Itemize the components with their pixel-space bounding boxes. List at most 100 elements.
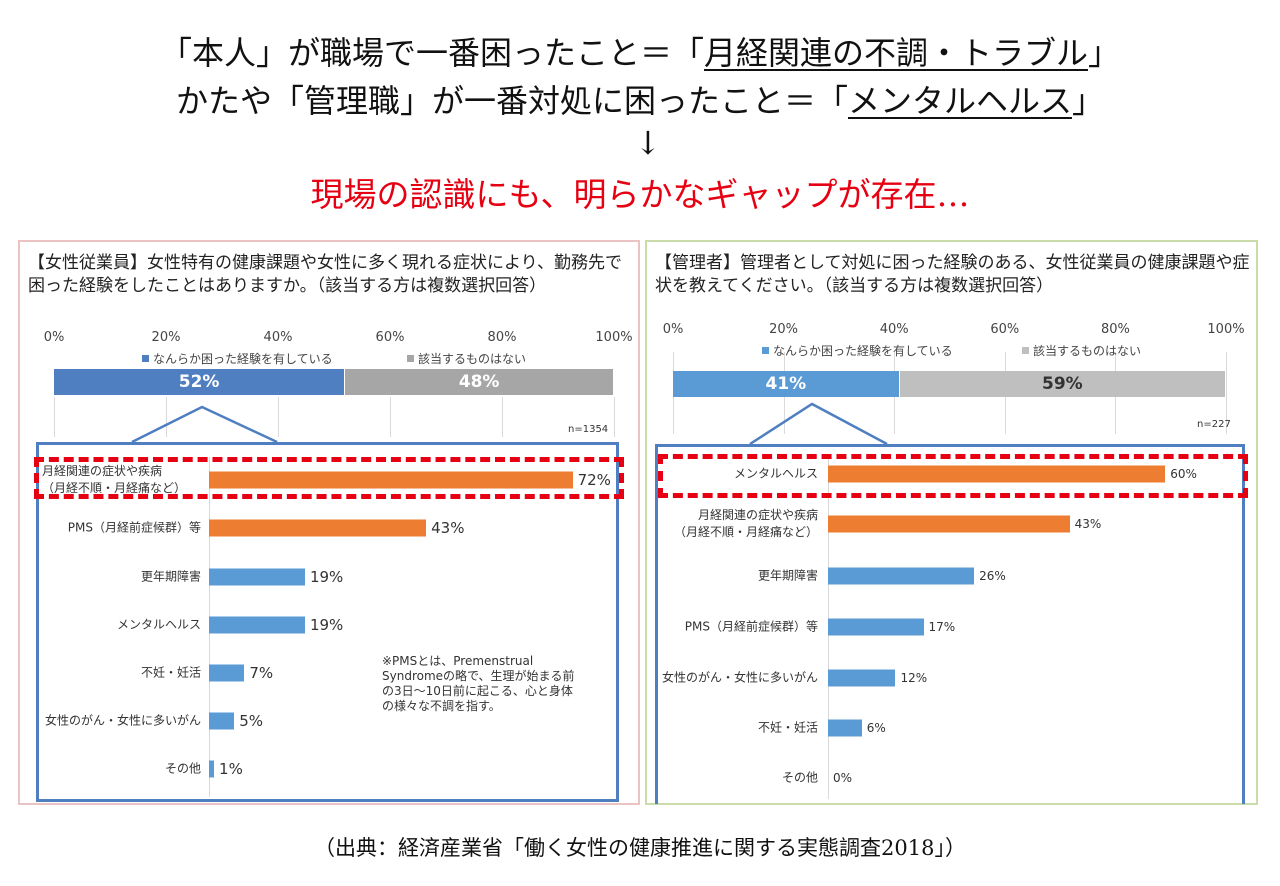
category-label: メンタルヘルス bbox=[116, 617, 201, 632]
category-label: 女性のがん・女性に多いがん bbox=[661, 670, 818, 685]
category-label: 不妊・妊活 bbox=[140, 665, 201, 680]
legend-label: 該当するものはない bbox=[418, 352, 527, 366]
bar-value-label: 5% bbox=[239, 712, 264, 730]
callout-lines bbox=[749, 402, 888, 446]
legend-item: なんらか困った経験を有している bbox=[142, 350, 333, 367]
bar-value-label: 19% bbox=[309, 616, 344, 634]
legend-label: なんらか困った経験を有している bbox=[153, 352, 333, 366]
bar-value-label: 72% bbox=[577, 471, 611, 489]
callout-line bbox=[131, 405, 278, 444]
headline-line1-underlined: 月経関連の不調・トラブル bbox=[703, 34, 1088, 72]
legend-swatch bbox=[762, 347, 769, 354]
x-tick-label: 0% bbox=[662, 322, 684, 337]
x-tick-label: 100% bbox=[1207, 322, 1245, 337]
bar-value-label: 6% bbox=[866, 721, 886, 735]
bar bbox=[209, 664, 245, 682]
bar-value-label: 12% bbox=[900, 671, 928, 685]
headline-line1-close: 」 bbox=[1088, 34, 1121, 72]
headline-line2-text: かたや「管理職」が一番対処に困ったこと＝「 bbox=[175, 82, 848, 120]
arrow-down-icon: ↓ bbox=[634, 124, 662, 162]
callout-lines bbox=[131, 405, 278, 444]
category-label: メンタルヘルス bbox=[733, 466, 818, 481]
headline-line1: 「本人」が職場で一番困ったこと＝「月経関連の不調・トラブル」 bbox=[0, 28, 1280, 74]
bar-value-label: 17% bbox=[928, 620, 956, 634]
highlight-dashed-box bbox=[658, 454, 1248, 498]
legend-item: なんらか困った経験を有している bbox=[762, 342, 953, 359]
category-label: 女性のがん・女性に多いがん bbox=[44, 713, 201, 728]
bar bbox=[828, 515, 1070, 533]
headline-line2-underlined: メンタルヘルス bbox=[847, 82, 1072, 120]
source-citation: （出典：経済産業省「働く女性の健康推進に関する実態調査2018」） bbox=[314, 836, 966, 860]
category-label: その他 bbox=[781, 770, 818, 785]
category-label: 更年期障害 bbox=[757, 568, 818, 583]
headline-line2: かたや「管理職」が一番対処に困ったこと＝「メンタルヘルス」 bbox=[0, 76, 1280, 122]
bar-value-label: 43% bbox=[431, 519, 465, 537]
gridline bbox=[390, 397, 391, 437]
category-label: 月経関連の症状や疾病 （月経不順・月経痛など） bbox=[673, 508, 818, 539]
x-tick-label: 20% bbox=[769, 322, 799, 337]
gridline bbox=[614, 397, 615, 437]
x-tick-label: 60% bbox=[990, 322, 1020, 337]
bar bbox=[209, 616, 305, 634]
bar-value-label: 19% bbox=[309, 568, 344, 586]
bar bbox=[828, 465, 1166, 483]
x-tick-label: 100% bbox=[595, 330, 633, 345]
x-tick-label: 40% bbox=[879, 322, 909, 337]
manager-chart-panel: 【管理者】管理者として対処に困った経験のある、女性従業員の健康課題や症状を教えて… bbox=[645, 240, 1258, 805]
bar-value-label: 7% bbox=[249, 664, 274, 682]
bar bbox=[209, 568, 305, 586]
stacked-segment: 48% bbox=[345, 369, 613, 395]
callout-line bbox=[749, 402, 888, 446]
bar-value-label: 1% bbox=[219, 760, 243, 778]
highlight-dashed-box bbox=[34, 457, 624, 499]
category-label: 更年期障害 bbox=[140, 569, 201, 584]
bar bbox=[828, 618, 924, 636]
stacked-segment: 41% bbox=[673, 371, 899, 397]
bar bbox=[209, 712, 235, 730]
detail-box bbox=[655, 444, 1245, 804]
headline-line2-close: 」 bbox=[1072, 82, 1105, 120]
sample-size: n=1354 bbox=[568, 424, 609, 435]
category-label: PMS（月経前症候群）等 bbox=[67, 520, 201, 535]
chart-title: 【女性従業員】女性特有の健康課題や女性に多く現れる症状により、勤務先で困った経験… bbox=[28, 253, 622, 296]
stacked-segment: 59% bbox=[899, 371, 1225, 397]
sample-size: n=227 bbox=[1197, 419, 1231, 430]
footnote: ※PMSとは、Premenstrual Syndromeの略で、生理が始まる前の… bbox=[382, 654, 575, 713]
x-tick-label: 0% bbox=[43, 330, 65, 345]
legend-label: 該当するものはない bbox=[1033, 344, 1142, 358]
chart-title: 【管理者】管理者として対処に困った経験のある、女性従業員の健康課題や症状を教えて… bbox=[655, 253, 1250, 296]
detail-box bbox=[36, 442, 619, 802]
bar bbox=[828, 567, 975, 585]
legend-swatch bbox=[142, 355, 149, 362]
category-label: その他 bbox=[164, 761, 201, 776]
legend-item: 該当するものはない bbox=[407, 350, 526, 367]
x-tick-label: 20% bbox=[151, 330, 181, 345]
x-tick-label: 80% bbox=[1100, 322, 1130, 337]
bar bbox=[209, 760, 215, 778]
bar bbox=[828, 719, 862, 737]
bar bbox=[209, 471, 573, 489]
bar-value-label: 43% bbox=[1074, 517, 1102, 531]
bar-value-label: 26% bbox=[979, 569, 1006, 583]
legend-label: なんらか困った経験を有している bbox=[773, 344, 953, 358]
employee-chart-panel: 【女性従業員】女性特有の健康課題や女性に多く現れる症状により、勤務先で困った経験… bbox=[18, 240, 640, 805]
gridline bbox=[1226, 352, 1227, 434]
x-tick-label: 80% bbox=[487, 330, 517, 345]
category-label: PMS（月経前症候群）等 bbox=[684, 619, 818, 634]
stacked-segment: 52% bbox=[54, 369, 345, 395]
conclusion: 現場の認識にも、明らかなギャップが存在… bbox=[310, 175, 970, 214]
bar-value-label: 60% bbox=[1170, 467, 1197, 481]
x-tick-label: 40% bbox=[263, 330, 293, 345]
legend-swatch bbox=[407, 355, 414, 362]
gridline bbox=[278, 397, 279, 437]
bar-value-label: 0% bbox=[833, 771, 853, 785]
legend-item: 該当するものはない bbox=[1022, 342, 1141, 359]
category-label: 月経関連の症状や疾病 （月経不順・月経痛など） bbox=[42, 464, 187, 495]
category-label: 不妊・妊活 bbox=[757, 720, 818, 735]
bar bbox=[209, 519, 427, 537]
headline-line1-text: 「本人」が職場で一番困ったこと＝「 bbox=[159, 34, 704, 72]
legend-swatch bbox=[1022, 347, 1029, 354]
x-tick-label: 60% bbox=[375, 330, 405, 345]
gridline bbox=[502, 397, 503, 437]
gridline bbox=[54, 397, 55, 437]
